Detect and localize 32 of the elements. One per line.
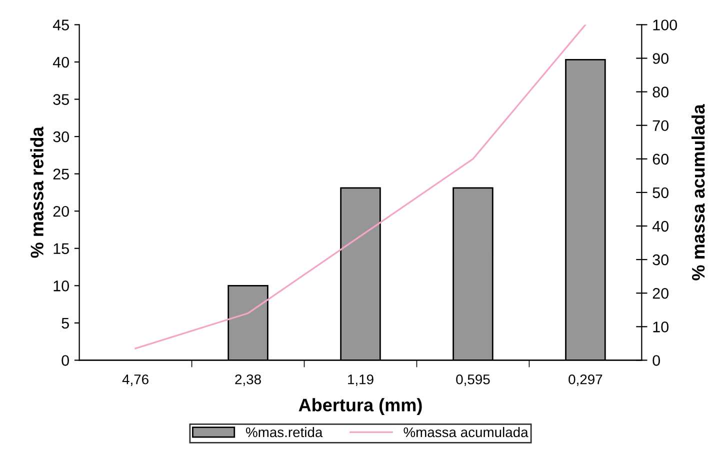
x-axis-title: Abertura (mm): [298, 398, 422, 415]
x-tick-label: 4,76: [122, 374, 148, 386]
y2-tick-label: 20: [652, 288, 669, 299]
y2-tick-label: 40: [652, 220, 669, 232]
y-tick-label: 25: [53, 168, 69, 180]
y2-tick-label: 10: [653, 322, 669, 332]
y-tick-label: 10: [54, 280, 69, 292]
y-tick-label: 30: [53, 131, 69, 142]
y2-axis-title: % massa acumulada: [691, 104, 705, 280]
y2-tick-label: 70: [652, 120, 669, 132]
y2-tick-label: 80: [652, 86, 669, 98]
y2-tick-label: 90: [652, 53, 669, 64]
y2-tick-label: 0: [652, 355, 660, 366]
y-tick-label: 5: [62, 318, 69, 329]
x-tick-label: 0,595: [456, 374, 490, 386]
y-tick-label: 35: [53, 94, 69, 105]
y-tick-label: 20: [53, 206, 69, 217]
legend-label: %mas.retida: [246, 426, 323, 438]
y2-tick-label: 60: [652, 154, 669, 165]
y-tick-label: 45: [52, 20, 69, 30]
x-tick-label: 1,19: [348, 374, 374, 386]
y2-tick-label: 100: [653, 20, 677, 30]
y-tick-label: 40: [52, 56, 69, 68]
y-axis-title: % massa retida: [30, 126, 44, 258]
legend-label: %massa acumulada: [404, 426, 528, 438]
y2-tick-label: 30: [652, 254, 669, 266]
y-tick-label: 0: [62, 355, 69, 366]
line-series: [134, 24, 586, 350]
x-tick-label: 0,297: [568, 374, 602, 386]
y2-tick-label: 50: [652, 187, 669, 198]
x-tick-label: 2,38: [235, 374, 261, 386]
y-tick-label: 15: [54, 243, 69, 254]
